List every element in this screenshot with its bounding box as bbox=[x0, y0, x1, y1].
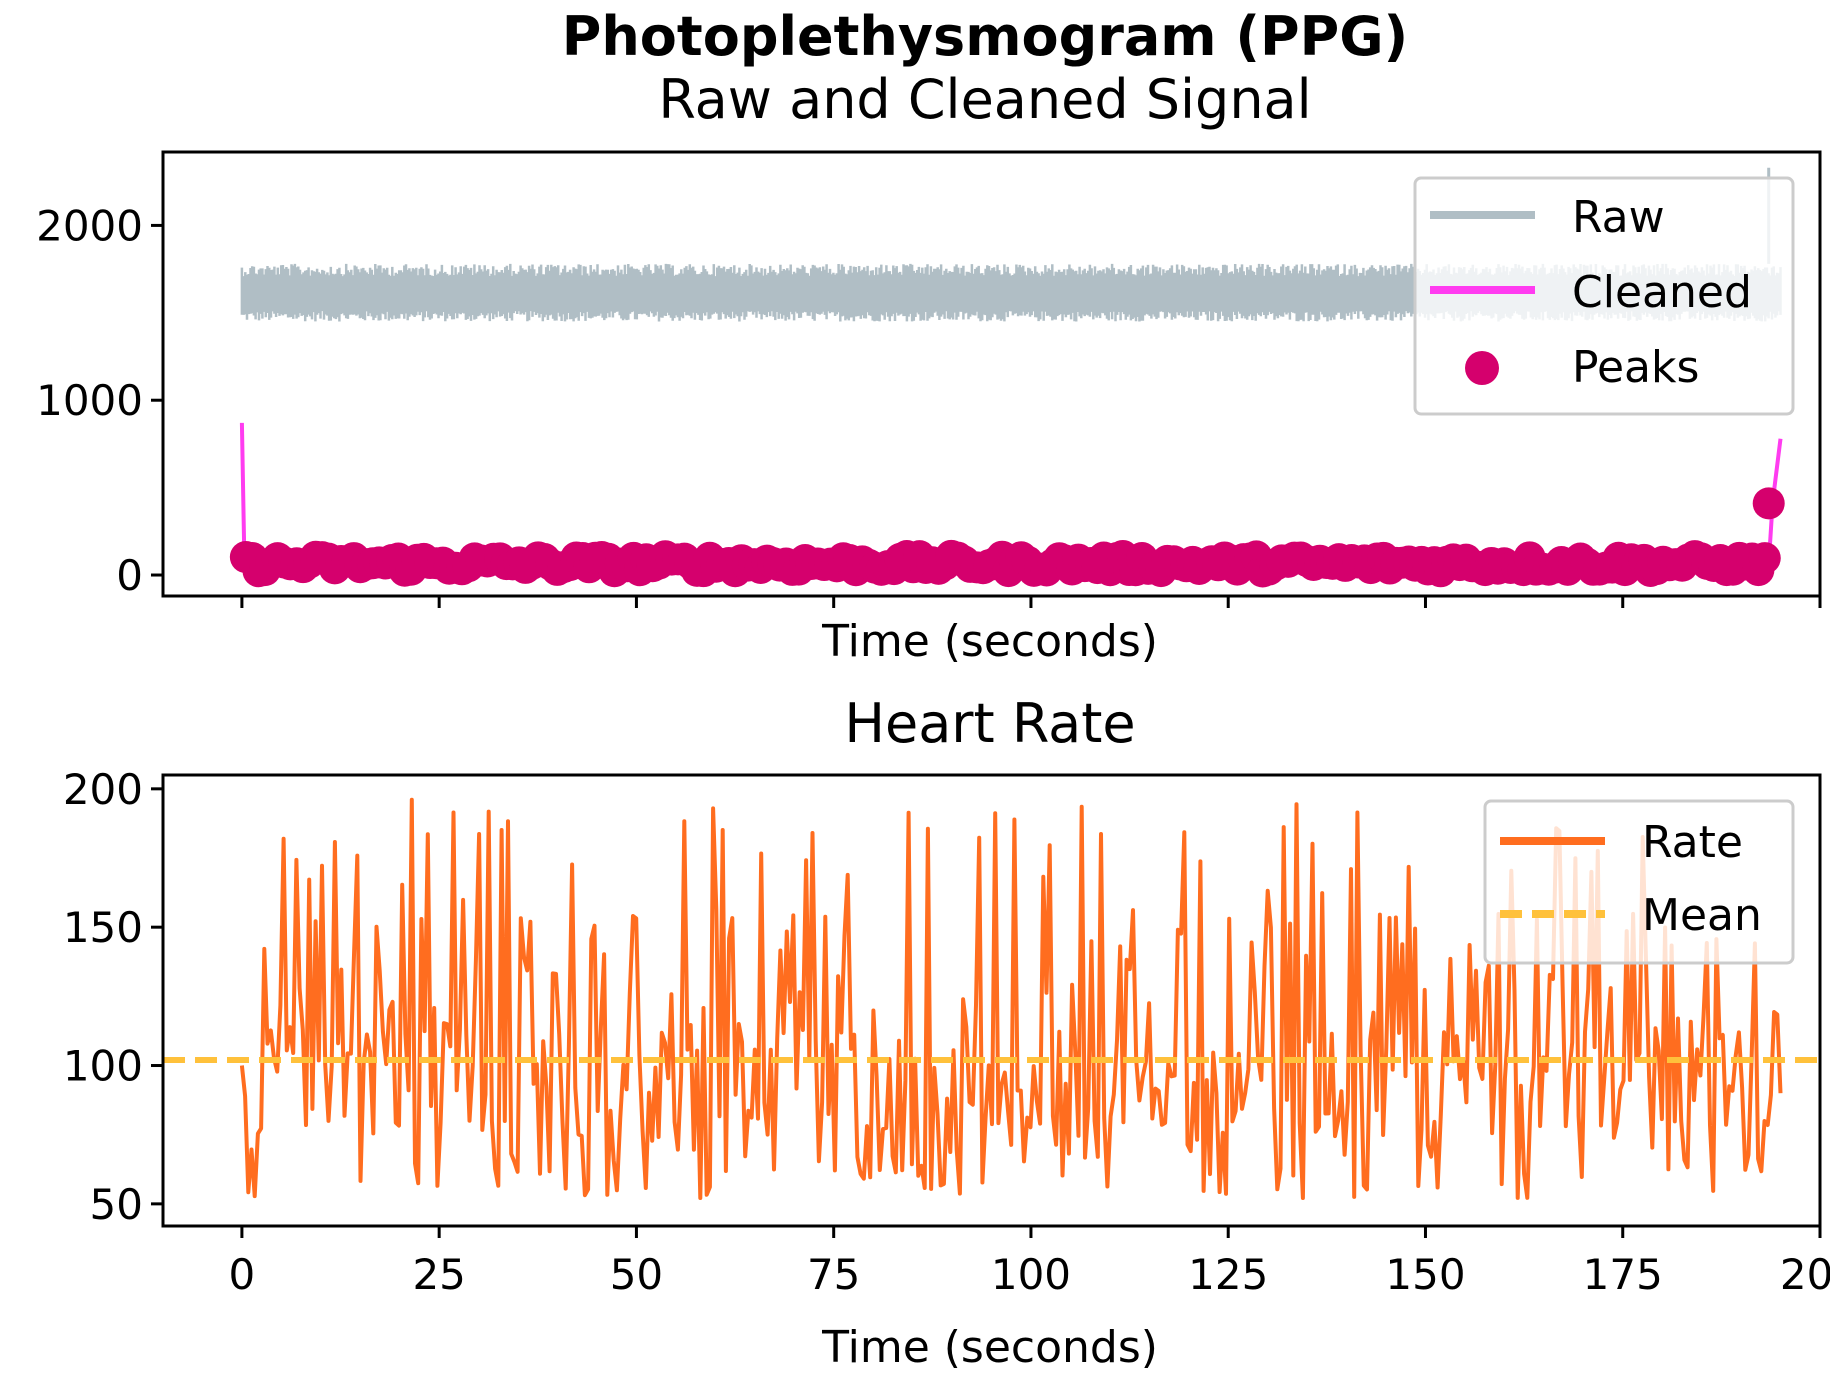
top-x-axis-label: Time (seconds) bbox=[821, 616, 1158, 667]
bottom-y-tick-label: 100 bbox=[63, 1042, 143, 1091]
legend-mean-label: Mean bbox=[1642, 890, 1762, 941]
bottom-x-tick-label: 125 bbox=[1188, 1250, 1268, 1299]
top-plot: 0 1000 2000 Time (seconds) Raw Cleaned Pea… bbox=[36, 150, 1822, 667]
bottom-x-tick-label: 100 bbox=[991, 1250, 1071, 1299]
peak-point bbox=[1748, 542, 1781, 575]
top-y-tick-label: 2000 bbox=[36, 201, 143, 250]
bottom-x-tick-label: 0 bbox=[229, 1250, 256, 1299]
bottom-y-axis: 50 100 150 200 bbox=[63, 765, 163, 1229]
top-x-axis bbox=[240, 596, 1822, 608]
legend-peaks-swatch bbox=[1465, 351, 1499, 385]
bottom-y-tick-label: 200 bbox=[63, 765, 143, 814]
bottom-x-tick-label: 200 bbox=[1780, 1250, 1830, 1299]
bottom-x-tick-label: 75 bbox=[807, 1250, 860, 1299]
bottom-x-tick-label: 150 bbox=[1385, 1250, 1465, 1299]
top-y-axis: 0 1000 2000 bbox=[36, 201, 163, 600]
top-legend: Raw Cleaned Peaks bbox=[1413, 176, 1795, 416]
bottom-x-axis-label: Time (seconds) bbox=[821, 1322, 1158, 1373]
bottom-x-tick-label: 50 bbox=[610, 1250, 663, 1299]
top-subplot-title: Raw and Cleaned Signal bbox=[658, 68, 1311, 131]
bottom-x-tick-label: 175 bbox=[1583, 1250, 1663, 1299]
rate-series-line bbox=[239, 797, 1783, 1200]
bottom-y-tick-label: 50 bbox=[90, 1180, 143, 1229]
bottom-x-axis: 0 25 50 75 100 125 150 175 200 bbox=[229, 1226, 1830, 1299]
bottom-x-tick-label: 25 bbox=[412, 1250, 465, 1299]
top-y-tick-label: 0 bbox=[116, 551, 143, 600]
peaks-series bbox=[229, 487, 1785, 588]
legend-peaks-label: Peaks bbox=[1572, 342, 1699, 393]
top-y-tick-label: 1000 bbox=[36, 376, 143, 425]
bottom-subplot-title: Heart Rate bbox=[844, 692, 1135, 755]
legend-cleaned-label: Cleaned bbox=[1572, 267, 1752, 318]
bottom-legend: Rate Mean bbox=[1483, 799, 1795, 965]
top-legend-box bbox=[1413, 176, 1795, 416]
top-plot-frame bbox=[161, 150, 1822, 598]
bottom-plot: 50 100 150 200 0 25 50 75 100 125 150 175 200 Time … bbox=[63, 765, 1830, 1373]
bottom-y-tick-label: 150 bbox=[63, 903, 143, 952]
bottom-plot-frame bbox=[161, 773, 1822, 1228]
figure-title: Photoplethysmogram (PPG) bbox=[562, 5, 1408, 68]
peak-point bbox=[1752, 487, 1785, 520]
legend-rate-label: Rate bbox=[1642, 817, 1743, 868]
rate-polyline bbox=[239, 797, 1783, 1200]
legend-raw-label: Raw bbox=[1572, 192, 1665, 243]
